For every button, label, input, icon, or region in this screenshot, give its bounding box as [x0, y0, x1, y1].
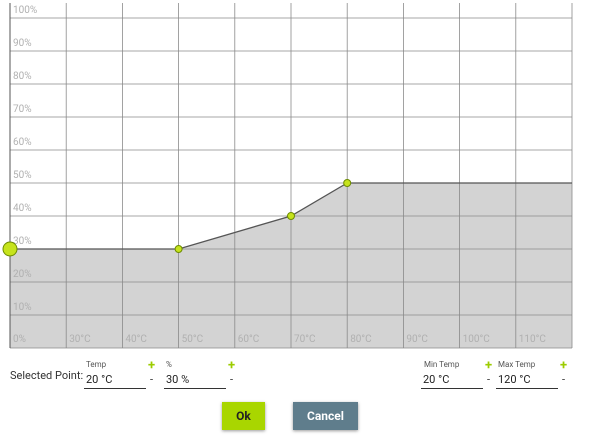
temp-label: Temp: [86, 360, 107, 369]
y-tick-label: 0%: [13, 334, 26, 345]
min-temp-minus[interactable]: -: [487, 373, 491, 386]
temp-plus[interactable]: +: [148, 358, 156, 373]
y-tick-label: 10%: [13, 302, 32, 313]
x-tick-label: 80°C: [350, 334, 372, 345]
temp-minus[interactable]: -: [150, 373, 154, 386]
max-temp-label: Max Temp: [498, 360, 536, 369]
selected-label: Selected Point:: [10, 369, 84, 382]
ok-button[interactable]: Ok: [222, 402, 265, 430]
percent-minus[interactable]: -: [230, 373, 234, 386]
max-temp-minus[interactable]: -: [562, 373, 566, 386]
y-tick-label: 100%: [13, 5, 37, 16]
temp-input[interactable]: 20 °C: [84, 372, 146, 389]
point[interactable]: [174, 245, 183, 253]
x-tick-label: 70°C: [294, 334, 316, 345]
percent-plus[interactable]: +: [228, 358, 236, 373]
y-tick-label: 20%: [13, 269, 32, 280]
min-temp-input[interactable]: 20 °C: [421, 372, 483, 389]
chart: 0% 10% 20% 30% 40% 50% 60% 70% 80% 90% 100% 30°C 40°…: [2, 3, 573, 349]
x-tick-label: 110°C: [519, 334, 547, 345]
percent-label: %: [166, 360, 172, 369]
min-temp-plus[interactable]: +: [485, 358, 493, 373]
y-tick-label: 90%: [13, 38, 32, 49]
x-tick-label: 90°C: [406, 334, 428, 345]
point[interactable]: [2, 241, 18, 257]
y-tick-label: 80%: [13, 71, 32, 82]
x-tick-label: 100°C: [463, 334, 491, 345]
y-tick-label: 60%: [13, 137, 32, 148]
y-tick-label: 70%: [13, 104, 32, 115]
point[interactable]: [287, 212, 295, 220]
min-temp-label: Min Temp: [424, 360, 460, 369]
y-tick-label: 40%: [13, 203, 32, 214]
y-tick-label: 30%: [13, 236, 32, 247]
point[interactable]: [343, 179, 352, 187]
y-tick-label: 50%: [13, 170, 32, 181]
x-tick-label: 30°C: [69, 334, 91, 345]
max-temp-input[interactable]: 120 °C: [496, 372, 558, 389]
x-tick-label: 60°C: [238, 334, 260, 345]
x-tick-label: 40°C: [125, 334, 147, 345]
cancel-button[interactable]: Cancel: [293, 402, 358, 430]
percent-input[interactable]: 30 %: [164, 372, 226, 389]
max-temp-plus[interactable]: +: [560, 358, 568, 373]
x-tick-label: 50°C: [182, 334, 204, 345]
